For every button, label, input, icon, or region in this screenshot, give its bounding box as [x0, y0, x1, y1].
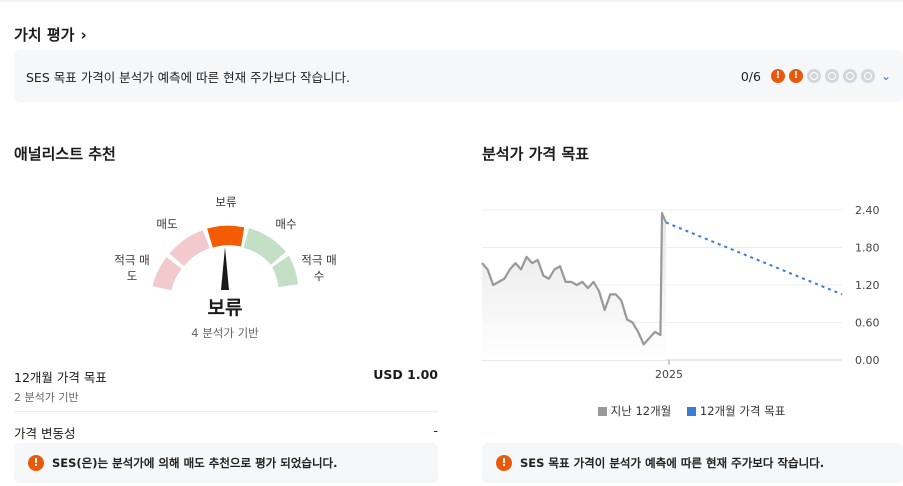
legend-swatch-past — [597, 407, 607, 416]
x-tick-label: 2025 — [655, 368, 683, 380]
rating-basis: 4 분석가 기반 — [191, 326, 259, 340]
gauge-label-strong-sell: 적극 매 도 — [114, 253, 150, 283]
analyst-title: 애널리스트 추천 — [14, 145, 116, 163]
gauge-label-sell: 매도 — [156, 217, 178, 231]
row-divider — [14, 411, 438, 412]
history-area — [482, 213, 666, 360]
chart-legend: 지난 12개월 12개월 가격 목표 — [480, 403, 903, 419]
volatility-row: 가격 변동성 - — [14, 423, 438, 442]
warning-icon: ! — [496, 455, 512, 471]
legend-past: 지난 12개월 — [597, 404, 671, 418]
chart-alert: ! SES 목표 가격이 분석가 예측에 따른 현재 주가보다 작습니다. — [482, 443, 903, 483]
gauge-strong-buy-zone — [272, 255, 298, 288]
gauge-sell-zone — [169, 230, 210, 267]
gauge-label-hold: 보류 — [215, 195, 237, 209]
price-target-chart: 2.40 1.80 1.20 0.60 0.00 2025 — [481, 204, 880, 380]
gauge-hold-zone — [207, 225, 245, 248]
check-off-icon — [842, 69, 857, 83]
chevron-down-icon[interactable]: ⌄ — [880, 69, 891, 83]
recommendation-gauge — [152, 225, 298, 291]
price-target-basis: 2 분석가 기반 — [14, 391, 79, 404]
gauge-strong-sell-zone — [152, 257, 182, 291]
y-tick-label: 2.40 — [855, 204, 880, 217]
y-tick-label: 0.00 — [855, 354, 880, 367]
valuation-score: 0/6 — [740, 68, 761, 84]
warning-icon: ! — [788, 69, 803, 83]
price-target-value: USD 1.00 — [373, 367, 438, 382]
target-line — [665, 221, 843, 296]
warning-icon: ! — [28, 455, 44, 471]
valuation-header[interactable]: 가치 평가 › — [14, 24, 87, 45]
analyst-alert-text: SES(은)는 분석가에 의해 매도 추천으로 평가 되었습니다. — [52, 456, 338, 470]
top-divider — [0, 0, 903, 2]
valuation-summary: SES 목표 가격이 분석가 예측에 따른 현재 주가보다 작습니다. 0/6 … — [14, 50, 903, 102]
check-off-icon — [806, 69, 821, 83]
gauge-label-strong-buy: 적극 매 수 — [301, 253, 337, 283]
target-chart-title: 분석가 가격 목표 — [482, 145, 590, 163]
y-tick-label: 1.20 — [855, 279, 880, 292]
gauge-label-buy: 매수 — [275, 217, 297, 231]
chart-alert-text: SES 목표 가격이 분석가 예측에 따른 현재 주가보다 작습니다. — [520, 456, 825, 470]
legend-target: 12개월 가격 목표 — [686, 404, 785, 418]
volatility-value: - — [433, 423, 438, 438]
analyst-alert: ! SES(은)는 분석가에 의해 매도 추천으로 평가 되었습니다. — [14, 443, 438, 483]
price-target-row: 12개월 가격 목표 USD 1.00 — [14, 367, 438, 386]
legend-swatch-target — [686, 407, 696, 416]
gauge-needle — [221, 247, 229, 290]
rating-value: 보류 — [207, 297, 243, 319]
gauge-buy-zone — [243, 228, 286, 265]
warning-icon: ! — [770, 69, 785, 83]
check-off-icon — [824, 69, 839, 83]
check-off-icon — [860, 69, 875, 83]
volatility-label: 가격 변동성 — [14, 426, 76, 441]
y-tick-label: 1.80 — [855, 242, 880, 255]
history-line — [481, 212, 668, 346]
y-tick-label: 0.60 — [855, 317, 880, 330]
chevron-right-icon: › — [80, 25, 87, 44]
valuation-title: 가치 평가 — [14, 26, 75, 44]
price-target-label: 12개월 가격 목표 — [14, 370, 107, 385]
valuation-message: SES 목표 가격이 분석가 예측에 따른 현재 주가보다 작습니다. — [26, 69, 351, 85]
